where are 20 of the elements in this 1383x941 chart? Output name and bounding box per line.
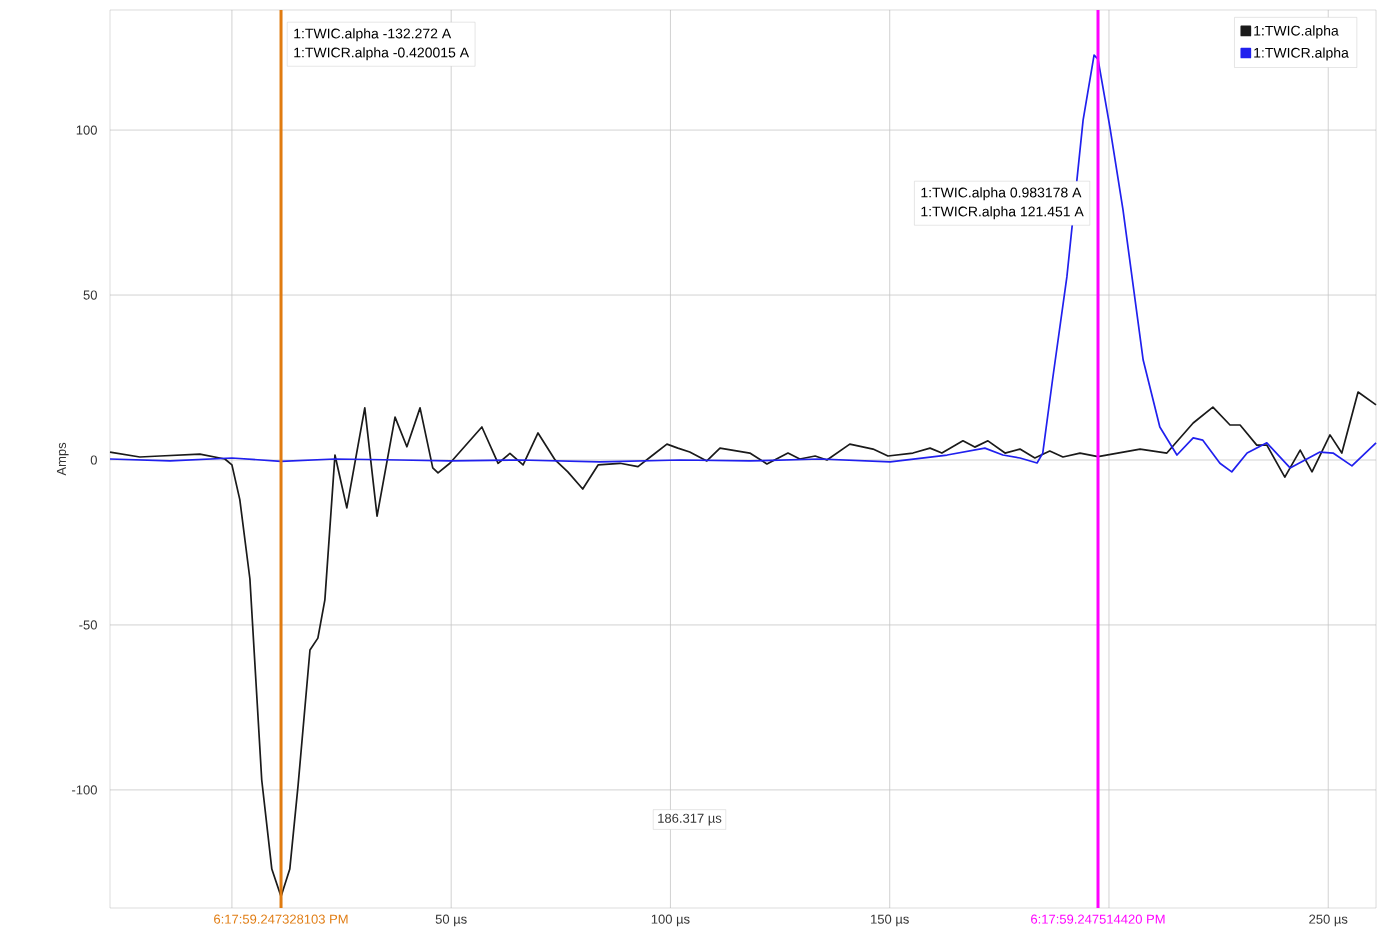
y-tick-label: -100 <box>72 785 97 795</box>
legend-label: 1:TWIC.alpha <box>1254 25 1339 39</box>
x-tick-label: 50 µs <box>435 914 467 927</box>
legend-label: 1:TWICR.alpha <box>1254 47 1349 61</box>
y-axis-title: Amps <box>56 442 69 476</box>
x-tick-label: 150 µs <box>871 914 909 927</box>
x-tick-label: 6:17:59.247514420 PM <box>1031 914 1165 924</box>
annotation: 1:TWIC.alpha 0.983178 A <box>921 187 1082 201</box>
annotation: 1:TWICR.alpha 121.451 A <box>921 206 1084 220</box>
y-tick-label: -50 <box>79 620 97 630</box>
y-tick-label: 0 <box>90 455 97 465</box>
annotation: 1:TWICR.alpha -0.420015 A <box>294 47 470 61</box>
annotation: 1:TWIC.alpha -132.272 A <box>294 28 452 42</box>
x-tick-label: 6:17:59.247328103 PM <box>214 914 348 924</box>
y-tick-label: 100 <box>76 125 97 135</box>
annotation: 186.317 µs <box>658 813 722 826</box>
line-series <box>109 391 1377 898</box>
x-tick-label: 100 µs <box>651 914 690 927</box>
x-tick-label: 250 µs <box>1309 914 1348 927</box>
y-tick-label: 50 <box>83 290 97 300</box>
